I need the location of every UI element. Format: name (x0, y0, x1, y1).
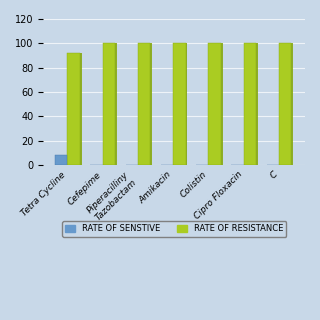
Bar (281, 43, 293, 165)
Bar (103, 43, 115, 165)
Legend: RATE OF SENSTIVE, RATE OF RESISTANCE: RATE OF SENSTIVE, RATE OF RESISTANCE (62, 221, 286, 237)
Bar (175, 43, 187, 165)
Bar (138, 43, 150, 165)
Bar (279, 43, 291, 165)
Bar (55, 155, 68, 165)
Bar (209, 43, 221, 165)
Bar (69, 53, 82, 165)
Bar (244, 43, 256, 165)
Bar (210, 43, 223, 165)
Bar (104, 43, 117, 165)
Bar (57, 155, 69, 165)
Bar (140, 43, 152, 165)
Bar (68, 53, 80, 165)
Bar (173, 43, 186, 165)
Bar (245, 43, 258, 165)
